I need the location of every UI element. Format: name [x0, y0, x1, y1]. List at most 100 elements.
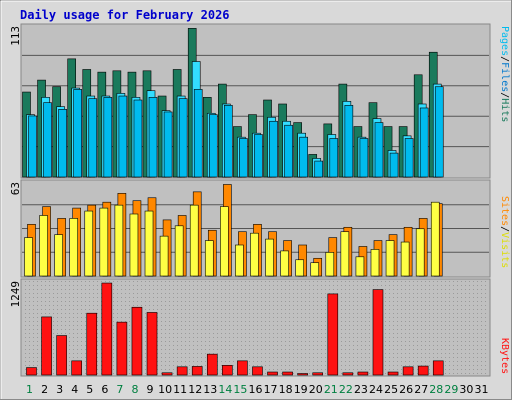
usage-max-label: 113: [9, 26, 22, 46]
pages-bar: [329, 138, 339, 178]
pages-bar: [43, 102, 52, 178]
pages-bar: [163, 111, 173, 178]
kbytes-bar: [282, 371, 293, 376]
pages-bar: [208, 114, 218, 178]
pages-bar: [193, 89, 203, 178]
x-tick-label: 1: [26, 383, 33, 396]
legend-sites: Sites: [499, 196, 510, 226]
x-tick-label: 6: [101, 383, 108, 396]
sites-bar: [355, 256, 365, 277]
x-tick-label: 31: [474, 383, 488, 396]
kbytes-bar: [131, 306, 143, 376]
kbytes-bar: [297, 373, 308, 376]
pages-bar: [28, 115, 37, 178]
sites-bar: [340, 231, 350, 277]
kbytes-bar: [116, 321, 128, 376]
kbytes-bar: [432, 360, 444, 376]
chart-title: Daily usage for February 2026: [20, 8, 230, 22]
x-tick-label: 2: [41, 383, 48, 396]
sites-bar: [24, 237, 33, 277]
bar-series: [22, 28, 444, 376]
pages-bar: [299, 136, 308, 178]
sites-bar: [430, 201, 440, 277]
sites-bar: [235, 244, 244, 277]
kbytes-bar: [387, 371, 399, 376]
x-tick-label: 30: [459, 383, 473, 396]
x-tick-label: 28: [429, 383, 443, 396]
visitors-series-legend: Sites/Visits: [499, 196, 510, 268]
x-tick-label: 3: [56, 383, 63, 396]
pages-bar: [178, 98, 188, 178]
x-tick-label: 23: [354, 383, 368, 396]
pages-bar: [133, 99, 143, 178]
kbytes-bar: [86, 312, 98, 376]
kbytes-bar: [222, 365, 233, 376]
x-tick-label: 16: [249, 383, 263, 396]
sites-bar: [250, 232, 259, 277]
pages-bar: [389, 152, 399, 178]
kbytes-bar: [71, 360, 82, 376]
sites-bar: [114, 204, 124, 277]
legend-visits: Visits: [499, 232, 510, 268]
sites-bar: [144, 210, 154, 277]
kbytes-bar: [327, 293, 339, 376]
pages-bar: [224, 105, 233, 178]
x-tick-label: 18: [279, 383, 293, 396]
kbytes-bar: [56, 335, 67, 376]
kbytes-panel-texture: [22, 280, 489, 375]
sites-bar: [204, 240, 214, 277]
sites-bar: [99, 207, 109, 277]
kbytes-bar: [26, 367, 37, 376]
legend-slash: /: [499, 56, 510, 62]
kbytes-bar: [312, 372, 324, 376]
x-tick-label: 14: [218, 383, 232, 396]
pages-bar: [284, 124, 293, 178]
sites-bar: [39, 215, 48, 277]
kbytes-bar: [101, 282, 113, 376]
pages-bar: [103, 97, 113, 178]
x-tick-label: 13: [203, 383, 217, 396]
sites-bar: [415, 228, 425, 277]
sites-bar: [400, 241, 410, 277]
pages-bar: [254, 134, 263, 178]
x-tick-label: 24: [369, 383, 383, 396]
kbytes-bar: [267, 371, 278, 376]
x-tick-label: 11: [173, 383, 187, 396]
sites-bar: [54, 234, 63, 277]
usage-series-legend: Pages/Files/Hits: [499, 26, 510, 122]
kbytes-bar: [372, 289, 384, 376]
kbytes-bar: [342, 372, 354, 376]
x-tick-label: 19: [294, 383, 308, 396]
x-tick-label: 12: [188, 383, 202, 396]
sites-bar: [129, 213, 139, 277]
sites-bar: [69, 218, 78, 277]
pages-bar: [419, 107, 429, 178]
sites-bar: [385, 240, 395, 277]
kbytes-bar: [252, 366, 263, 376]
sites-bar: [310, 262, 320, 277]
sites-bar: [370, 249, 380, 277]
kbytes-bar: [237, 360, 248, 376]
kbytes-bar: [357, 371, 369, 376]
x-tick-label: 26: [399, 383, 413, 396]
sites-bar: [325, 252, 335, 277]
legend-kbytes: KBytes: [499, 338, 510, 374]
x-tick-label: 8: [131, 383, 138, 396]
kbytes-max-label: 1249: [9, 281, 22, 308]
x-tick-label: 25: [384, 383, 398, 396]
x-tick-label: 27: [414, 383, 428, 396]
x-tick-label: 21: [324, 383, 338, 396]
sites-bar: [295, 259, 304, 277]
legend-slash: /: [499, 226, 510, 232]
sites-bar: [159, 235, 169, 277]
kbytes-bar: [146, 312, 158, 376]
pages-bar: [404, 138, 414, 178]
pages-bar: [374, 122, 384, 178]
x-tick-label: 22: [339, 383, 353, 396]
legend-hits: Hits: [499, 98, 510, 122]
x-tick-label: 15: [233, 383, 247, 396]
legend-files: Files: [499, 62, 510, 92]
x-tick-label: 17: [264, 383, 278, 396]
pages-bar: [88, 98, 98, 178]
sites-bar: [174, 225, 184, 277]
